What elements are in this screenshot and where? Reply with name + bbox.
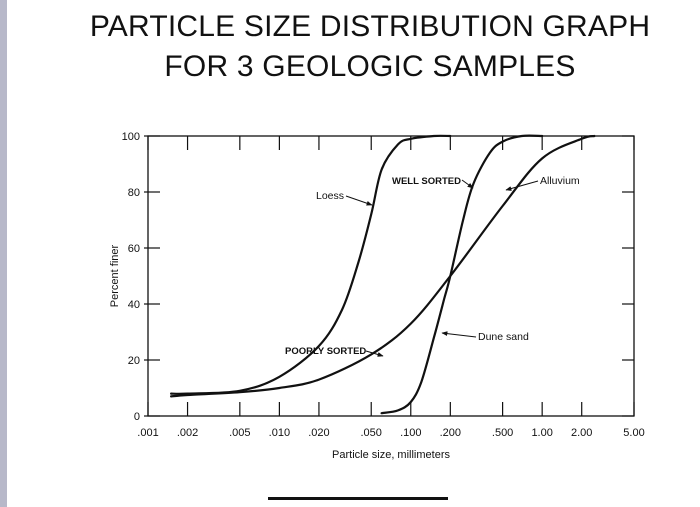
y-tick-label: 80	[128, 187, 140, 199]
y-tick-label: 20	[128, 355, 140, 367]
x-tick-label: .050	[361, 427, 382, 439]
y-tick-label: 40	[128, 299, 140, 311]
series-line-alluvium	[170, 134, 596, 398]
annotation-arrow	[365, 350, 384, 357]
annotation-label: Loess	[316, 190, 344, 202]
chart-title-line-2: FOR 3 GEOLOGIC SAMPLES	[164, 50, 576, 83]
x-tick-label: .500	[492, 427, 513, 439]
annotation-label: Dune sand	[478, 331, 529, 343]
x-tick-label: .020	[308, 427, 329, 439]
series-layer	[170, 134, 596, 415]
x-axis-ticks: .001 .002 .005 .010 .020 .050 .100 .200 .500 1.00…	[137, 136, 645, 439]
y-tick-label: 0	[134, 411, 140, 423]
x-tick-label: .005	[229, 427, 250, 439]
annotation-label: Alluvium	[540, 175, 580, 187]
annotation-arrow	[505, 180, 539, 191]
x-tick-label: 5.00	[623, 427, 644, 439]
y-axis-label: Percent finer	[109, 244, 121, 307]
series-line-loess	[170, 134, 452, 395]
annotation-label: POORLY SORTED	[285, 346, 366, 357]
plot-frame	[147, 135, 635, 417]
chart-title-line-1: PARTICLE SIZE DISTRIBUTION GRAPH	[89, 10, 651, 43]
y-tick-label: 60	[128, 243, 140, 255]
left-edge-bar	[0, 0, 7, 507]
annotation-layer: Loess WELL SORTED Alluvium Dune sand POORLY …	[285, 175, 580, 357]
plot-border	[147, 135, 635, 417]
annotation-arrow	[461, 179, 474, 189]
bottom-divider	[268, 497, 448, 500]
x-axis-label: Particle size, millimeters	[332, 449, 450, 461]
x-tick-label: .200	[440, 427, 461, 439]
series-line-dune-sand	[380, 134, 544, 415]
annotation-label: WELL SORTED	[392, 176, 461, 187]
y-axis-ticks: 0 20 40 60 80 100	[122, 131, 634, 423]
annotation-arrow	[345, 195, 373, 206]
x-tick-label: .100	[400, 427, 421, 439]
x-tick-label: 2.00	[571, 427, 592, 439]
y-tick-label: 100	[122, 131, 140, 143]
x-tick-label: .010	[269, 427, 290, 439]
annotation-arrow	[441, 331, 477, 338]
x-tick-label: 1.00	[531, 427, 552, 439]
x-tick-label: .001	[137, 427, 158, 439]
x-tick-label: .002	[177, 427, 198, 439]
